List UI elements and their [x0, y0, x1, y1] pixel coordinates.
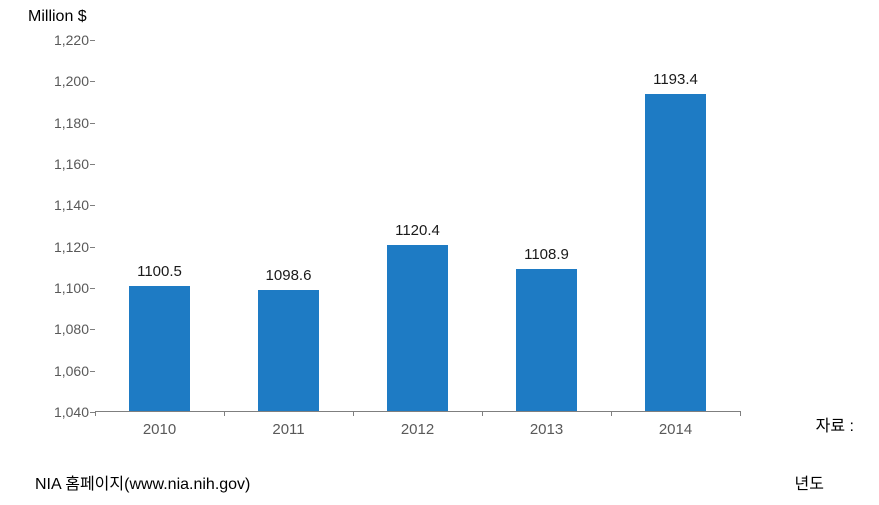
x-tick-label: 2014: [659, 421, 692, 438]
y-tick-label: 1,200: [54, 73, 89, 89]
x-tick-mark: [224, 411, 225, 416]
bar-value-label: 1100.5: [137, 263, 182, 280]
bar-value-label: 1108.9: [524, 246, 569, 263]
y-tick-label: 1,040: [54, 404, 89, 420]
y-tick-mark: [90, 123, 95, 124]
x-tick-label: 2012: [401, 421, 434, 438]
source-text: NIA 홈페이지(www.nia.nih.gov): [35, 470, 250, 494]
x-tick-mark: [740, 411, 741, 416]
y-tick-mark: [90, 164, 95, 165]
bar: 1100.5: [129, 286, 191, 411]
y-tick-label: 1,100: [54, 280, 89, 296]
y-tick-label: 1,160: [54, 156, 89, 172]
plot-area: 1,0401,0601,0801,1001,1201,1401,1601,180…: [95, 40, 740, 412]
bar: 1193.4: [645, 94, 707, 411]
bar: 1108.9: [516, 269, 578, 411]
x-tick-label: 2011: [272, 421, 304, 438]
x-tick-mark: [95, 411, 96, 416]
bar-chart: Million $ 1,0401,0601,0801,1001,1201,140…: [0, 0, 879, 505]
y-tick-label: 1,060: [54, 363, 89, 379]
y-tick-label: 1,180: [54, 115, 89, 131]
y-tick-label: 1,140: [54, 197, 89, 213]
x-tick-mark: [353, 411, 354, 416]
y-tick-mark: [90, 329, 95, 330]
bar-value-label: 1120.4: [395, 222, 440, 239]
y-tick-mark: [90, 205, 95, 206]
y-tick-label: 1,080: [54, 321, 89, 337]
x-tick-mark: [611, 411, 612, 416]
y-tick-mark: [90, 247, 95, 248]
x-tick-mark: [482, 411, 483, 416]
x-axis-title: 년도: [795, 470, 824, 494]
bar: 1098.6: [258, 290, 320, 411]
bar-value-label: 1193.4: [653, 71, 698, 88]
y-axis-title: Million $: [28, 8, 87, 26]
y-tick-mark: [90, 81, 95, 82]
y-tick-mark: [90, 371, 95, 372]
source-label: 자료 :: [816, 412, 854, 436]
x-tick-label: 2010: [143, 421, 176, 438]
bar: 1120.4: [387, 245, 449, 411]
bar-value-label: 1098.6: [266, 267, 312, 284]
y-tick-label: 1,120: [54, 239, 89, 255]
x-tick-label: 2013: [530, 421, 563, 438]
y-tick-mark: [90, 288, 95, 289]
y-tick-label: 1,220: [54, 32, 89, 48]
y-tick-mark: [90, 40, 95, 41]
